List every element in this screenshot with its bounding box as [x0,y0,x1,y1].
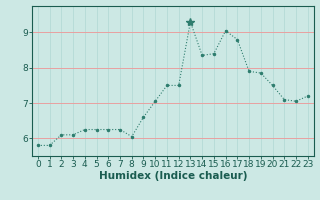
X-axis label: Humidex (Indice chaleur): Humidex (Indice chaleur) [99,171,247,181]
